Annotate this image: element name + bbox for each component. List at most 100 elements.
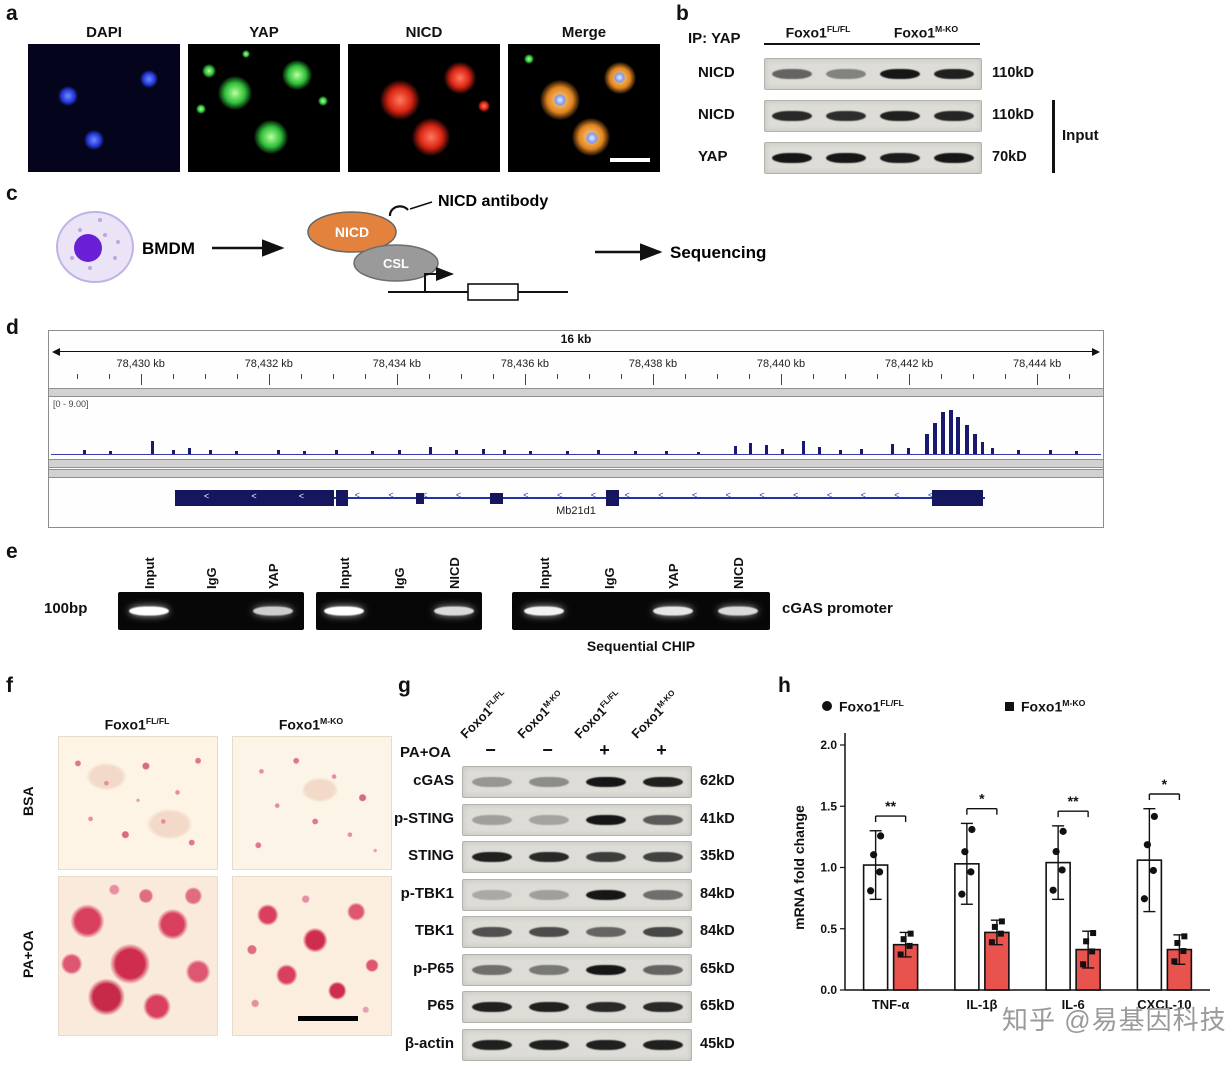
coverage-peak: [780, 448, 784, 454]
blot-band: [642, 890, 683, 900]
gel-band: [524, 606, 565, 616]
gel-lane-label: NICD: [447, 557, 463, 589]
data-point-circle: [968, 825, 976, 834]
gel-lane-label: Input: [537, 557, 553, 589]
coverage-peak: [817, 446, 821, 454]
data-point-square: [900, 936, 907, 943]
y-tick-label: 2.0: [820, 738, 837, 752]
blot-band: [528, 852, 569, 862]
column-header-flfl: Foxo1FL/FL: [58, 716, 216, 733]
blot-band: [642, 852, 683, 862]
y-tick-label: 1.0: [820, 861, 837, 875]
data-point-circle: [961, 848, 969, 856]
treatment-sign: −: [485, 740, 496, 760]
histology-image-paoa-flfl: [58, 876, 218, 1036]
coverage-peak: [733, 446, 737, 454]
scale-line: [57, 351, 1095, 352]
blot-band: [471, 777, 512, 787]
coordinate-label: 78,434 kb: [372, 358, 421, 370]
exon-box: [335, 490, 349, 506]
coverage-peak: [859, 448, 863, 454]
blot-image: [462, 991, 692, 1023]
blot-row-label: p-TBK1: [400, 885, 454, 902]
coverage-peak: [801, 440, 805, 454]
molecular-weight-label: 62kD: [700, 773, 735, 789]
square-marker-icon: [1005, 701, 1014, 711]
input-bracket: [1052, 100, 1055, 173]
panel-label-a: a: [6, 2, 18, 25]
cell-blob: [254, 120, 288, 154]
data-point-circle: [967, 868, 975, 876]
strand-arrow-icon: <: [725, 490, 731, 500]
panel-label-b: b: [676, 2, 689, 25]
ruler-tick: [748, 374, 750, 379]
group-header-mko: Foxo1M-KO: [872, 24, 980, 45]
tick-row: [49, 374, 1103, 387]
nucleus-blob: [140, 70, 158, 88]
csl-protein: [353, 244, 439, 282]
gel-lane-label: IgG: [392, 567, 407, 589]
data-point-square: [907, 930, 914, 937]
ruler-tick: [845, 374, 847, 379]
sig-stars: **: [1068, 793, 1079, 809]
ruler-tick: [460, 374, 462, 379]
strand-arrow-icon: <: [793, 490, 799, 500]
blot-band: [528, 965, 569, 975]
coverage-peak: [429, 446, 432, 454]
ruler-tick: [172, 374, 174, 379]
nucleus-core: [554, 94, 566, 106]
ruler-tick: [204, 374, 206, 379]
gene-name: Mb21d1: [556, 505, 596, 517]
molecular-weight-label: 65kD: [700, 961, 735, 977]
ruler-tick: [781, 374, 782, 385]
ruler-tick: [1037, 374, 1039, 385]
gel-band: [434, 606, 475, 616]
coordinate-label: 78,442 kb: [884, 358, 934, 370]
coverage-peak: [964, 425, 969, 454]
data-point-circle: [870, 851, 878, 859]
strand-arrow-icon: <: [422, 490, 428, 500]
ruler-tick: [716, 374, 718, 379]
blot-band: [642, 777, 683, 787]
coordinate-row: 78,430 kb 78,432 kb 78,434 kb 78,436 kb 78,4…: [49, 358, 1103, 372]
blot-band: [585, 890, 626, 900]
csl-label: CSL: [383, 256, 409, 271]
gel-lane-label: Input: [142, 557, 157, 589]
ruler-tick: [492, 374, 494, 379]
blot-band: [528, 815, 569, 825]
coverage-peak: [941, 412, 946, 454]
blot-band: [642, 927, 683, 937]
data-point-square: [1089, 948, 1096, 955]
legend-item-mko: Foxo1M-KO: [1005, 698, 1085, 715]
coverage-peak: [696, 451, 700, 454]
molecular-weight-label: 45kD: [700, 1036, 735, 1052]
data-point-circle: [1059, 827, 1067, 835]
nucleus-core: [586, 132, 598, 144]
ruler-tick: [268, 374, 270, 385]
coverage-peak: [565, 451, 569, 454]
x-category-label: IL-1β: [966, 997, 997, 1012]
channel-title-merge: Merge: [561, 24, 607, 41]
treatment-sign: −: [542, 740, 553, 760]
exon-box: [605, 490, 620, 506]
cell-blob: [478, 100, 490, 112]
cell-blob: [196, 104, 206, 114]
schematic-diagram: BMDM NICD CSL NICD antibody Sequencing: [56, 193, 766, 301]
ruler-tick: [428, 374, 430, 379]
ruler-tick: [76, 374, 78, 379]
row-header-bsa: BSA: [20, 786, 36, 816]
blot-image: [462, 879, 692, 911]
coordinate-label: 78,444 kb: [1012, 358, 1062, 370]
strand-arrow-icon: <: [557, 490, 563, 500]
data-point-circle: [867, 887, 875, 895]
molecular-weight-label: 110kD: [992, 65, 1034, 81]
data-point-circle: [1052, 847, 1060, 856]
data-point-circle: [1150, 812, 1158, 821]
watermark: 知乎 @易基因科技: [1002, 1005, 1227, 1035]
header-base: Foxo1: [278, 716, 321, 733]
blot-band: [585, 815, 626, 825]
legend-label: Foxo1FL/FL: [839, 698, 904, 715]
blot-band: [471, 1040, 512, 1050]
blot-band: [826, 111, 866, 121]
coverage-peak: [528, 450, 532, 454]
